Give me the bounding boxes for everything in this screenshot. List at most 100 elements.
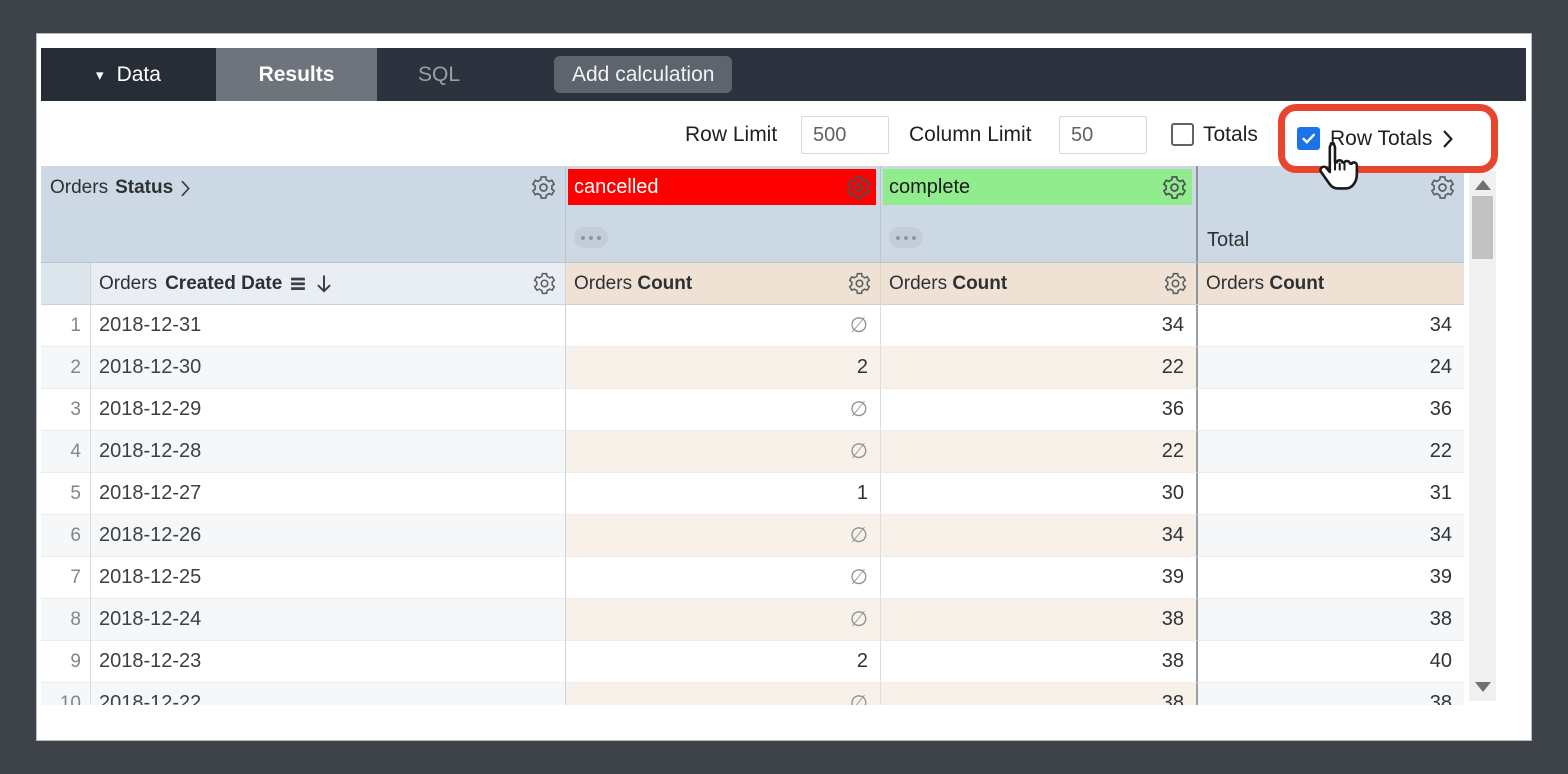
complete-count-cell[interactable]: 30 — [881, 473, 1198, 515]
table-row: 9 2018-12-23 2 38 40 — [41, 641, 1464, 683]
pivot-header-row: Orders Status cancelled — [41, 166, 1464, 263]
row-total-cell[interactable]: 34 — [1198, 515, 1464, 557]
row-totals-highlight: Row Totals — [1278, 104, 1498, 173]
date-cell[interactable]: 2018-12-30 — [91, 347, 566, 389]
gear-icon[interactable] — [845, 174, 872, 201]
date-cell[interactable]: 2018-12-22 — [91, 683, 566, 705]
row-total-cell[interactable]: 24 — [1198, 347, 1464, 389]
complete-count-cell[interactable]: 34 — [881, 515, 1198, 557]
date-cell[interactable]: 2018-12-28 — [91, 431, 566, 473]
gear-icon[interactable] — [1163, 271, 1188, 296]
cancelled-count-cell[interactable]: ∅ — [566, 431, 881, 473]
measure-header-total-count[interactable]: Orders Count — [1198, 263, 1464, 304]
measure-header-complete-count[interactable]: Orders Count — [881, 263, 1198, 304]
created-date-header[interactable]: Orders Created Date — [91, 263, 566, 304]
complete-count-cell[interactable]: 38 — [881, 599, 1198, 641]
cancelled-count-cell[interactable]: 1 — [566, 473, 881, 515]
measure-prefix: Orders — [1206, 272, 1265, 294]
measure-name: Count — [1269, 272, 1325, 294]
row-number-cell: 4 — [41, 431, 91, 473]
gear-icon[interactable] — [532, 271, 557, 296]
row-limit-input[interactable] — [801, 116, 889, 154]
cancelled-count-cell[interactable]: 2 — [566, 641, 881, 683]
table-row: 3 2018-12-29 ∅ 36 36 — [41, 389, 1464, 431]
complete-count-cell[interactable]: 39 — [881, 557, 1198, 599]
tab-results[interactable]: Results — [216, 48, 377, 101]
row-total-cell[interactable]: 38 — [1198, 599, 1464, 641]
date-cell[interactable]: 2018-12-31 — [91, 305, 566, 347]
table-row: 5 2018-12-27 1 30 31 — [41, 473, 1464, 515]
cancelled-count-cell[interactable]: ∅ — [566, 599, 881, 641]
vertical-scrollbar[interactable] — [1469, 171, 1496, 701]
cancelled-count-cell[interactable]: ∅ — [566, 305, 881, 347]
date-cell[interactable]: 2018-12-24 — [91, 599, 566, 641]
row-total-cell[interactable]: 31 — [1198, 473, 1464, 515]
date-cell[interactable]: 2018-12-29 — [91, 389, 566, 431]
date-group-icon — [291, 277, 306, 290]
row-total-cell[interactable]: 38 — [1198, 683, 1464, 705]
tab-bar: ▾ Data Results SQL Add calculation — [41, 48, 1526, 101]
column-limit-input[interactable] — [1059, 116, 1147, 154]
complete-count-cell[interactable]: 22 — [881, 347, 1198, 389]
gear-icon[interactable] — [1429, 174, 1456, 201]
row-total-cell[interactable]: 22 — [1198, 431, 1464, 473]
tab-sql[interactable]: SQL — [377, 48, 501, 101]
scroll-up-icon[interactable] — [1475, 180, 1491, 190]
date-cell[interactable]: 2018-12-26 — [91, 515, 566, 557]
complete-count-cell[interactable]: 22 — [881, 431, 1198, 473]
gear-icon[interactable] — [847, 271, 872, 296]
pivot-field-header[interactable]: Orders Status — [41, 166, 566, 262]
scrollbar-thumb[interactable] — [1472, 196, 1493, 259]
cancelled-count-cell[interactable]: 2 — [566, 347, 881, 389]
cursor-hand-icon — [1319, 142, 1359, 190]
date-cell[interactable]: 2018-12-25 — [91, 557, 566, 599]
caret-down-icon: ▾ — [96, 66, 104, 84]
chevron-right-icon — [1443, 130, 1454, 147]
more-icon[interactable] — [889, 227, 923, 248]
results-table: Orders Status cancelled — [41, 166, 1464, 705]
total-column-label: Total — [1207, 229, 1250, 251]
cancelled-count-cell[interactable]: ∅ — [566, 389, 881, 431]
row-totals-label[interactable]: Row Totals — [1330, 126, 1433, 150]
pivot-field-title: Orders Status — [50, 177, 191, 199]
tab-data[interactable]: ▾ Data — [41, 48, 216, 101]
row-total-cell[interactable]: 40 — [1198, 641, 1464, 683]
row-totals-checkbox[interactable] — [1297, 127, 1320, 150]
gear-icon[interactable] — [530, 174, 557, 201]
scroll-down-icon[interactable] — [1475, 682, 1491, 692]
measure-name: Count — [637, 272, 693, 294]
measure-prefix: Orders — [889, 272, 948, 294]
row-total-cell[interactable]: 36 — [1198, 389, 1464, 431]
row-number-cell: 6 — [41, 515, 91, 557]
date-cell[interactable]: 2018-12-23 — [91, 641, 566, 683]
totals-label[interactable]: Totals — [1203, 123, 1258, 146]
row-number-header — [41, 263, 91, 304]
cancelled-count-cell[interactable]: ∅ — [566, 515, 881, 557]
row-total-cell[interactable]: 34 — [1198, 305, 1464, 347]
measure-header-cancelled-count[interactable]: Orders Count — [566, 263, 881, 304]
row-field-prefix: Orders — [99, 272, 158, 294]
complete-count-cell[interactable]: 34 — [881, 305, 1198, 347]
row-field-name: Created Date — [165, 272, 283, 294]
complete-count-cell[interactable]: 38 — [881, 683, 1198, 705]
pivot-chip-cancelled[interactable]: cancelled — [568, 169, 876, 205]
tab-results-label: Results — [258, 62, 335, 86]
pivot-field-name: Status — [115, 177, 174, 198]
cancelled-count-cell[interactable]: ∅ — [566, 557, 881, 599]
totals-checkbox[interactable] — [1171, 123, 1194, 146]
table-body: 1 2018-12-31 ∅ 34 34 2 2018-12-30 2 22 24 3 2018-12… — [41, 305, 1464, 705]
row-number-cell: 5 — [41, 473, 91, 515]
gear-icon[interactable] — [1161, 174, 1188, 201]
add-calculation-button[interactable]: Add calculation — [554, 56, 733, 93]
pivot-value-header-complete: complete — [881, 166, 1198, 262]
date-cell[interactable]: 2018-12-27 — [91, 473, 566, 515]
row-total-cell[interactable]: 39 — [1198, 557, 1464, 599]
table-row: 2 2018-12-30 2 22 24 — [41, 347, 1464, 389]
table-row: 10 2018-12-22 ∅ 38 38 — [41, 683, 1464, 705]
complete-count-cell[interactable]: 38 — [881, 641, 1198, 683]
pivot-chip-complete[interactable]: complete — [883, 169, 1192, 205]
cancelled-count-cell[interactable]: ∅ — [566, 683, 881, 705]
more-icon[interactable] — [574, 227, 608, 248]
table-row: 7 2018-12-25 ∅ 39 39 — [41, 557, 1464, 599]
complete-count-cell[interactable]: 36 — [881, 389, 1198, 431]
